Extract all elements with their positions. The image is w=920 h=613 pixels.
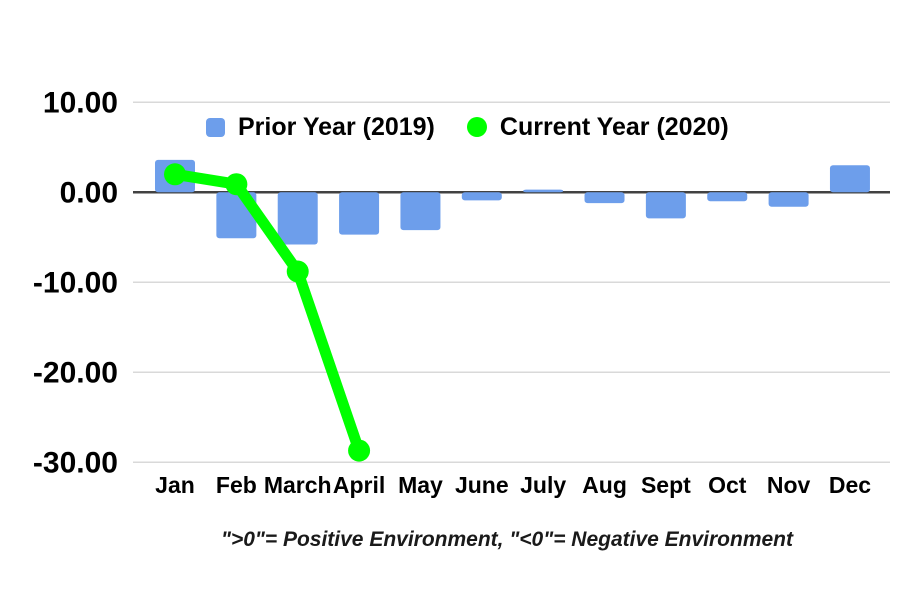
bar-june [461, 192, 502, 201]
bar-dec [829, 165, 870, 193]
bar-aug [584, 192, 625, 204]
bar-july [523, 189, 564, 193]
line-point [348, 439, 371, 462]
y-tick-label: -30.00 [33, 446, 118, 479]
chart-caption: ">0"= Positive Environment, "<0"= Negati… [220, 528, 794, 551]
line-series [169, 168, 365, 457]
y-tick-label: -10.00 [33, 266, 118, 299]
bar-april [339, 192, 380, 235]
line-point [286, 260, 309, 283]
line-point [164, 163, 186, 186]
y-tick-label: -20.00 [33, 356, 118, 389]
bar-may [400, 192, 441, 231]
x-tick-label: July [520, 472, 566, 498]
x-tick-label: May [398, 472, 443, 498]
chart-legend: Prior Year (2019) Current Year (2020) [206, 113, 729, 141]
bar-nov [768, 192, 809, 207]
x-tick-label: Feb [216, 472, 257, 498]
bar-oct [707, 192, 748, 202]
x-tick-label: Nov [767, 472, 811, 498]
x-tick-label: Jan [155, 472, 195, 498]
x-tick-label: Oct [708, 472, 747, 498]
x-tick-label: April [333, 472, 385, 498]
x-tick-label: Aug [582, 472, 627, 498]
y-tick-label: 10.00 [43, 86, 118, 119]
x-tick-label: June [455, 472, 509, 498]
legend-swatch-prior-year [206, 117, 225, 137]
line-point [225, 173, 248, 196]
x-tick-label: Dec [829, 472, 871, 498]
y-tick-label: 0.00 [60, 176, 118, 209]
legend-label-current-year: Current Year (2020) [499, 112, 729, 141]
legend-swatch-current-year [466, 117, 487, 137]
bar-march [277, 192, 318, 245]
x-tick-label: Sept [641, 472, 691, 498]
x-tick-label: March [264, 472, 332, 498]
legend-label-prior-year: Prior Year (2019) [238, 112, 435, 141]
bar-sept [645, 192, 686, 219]
